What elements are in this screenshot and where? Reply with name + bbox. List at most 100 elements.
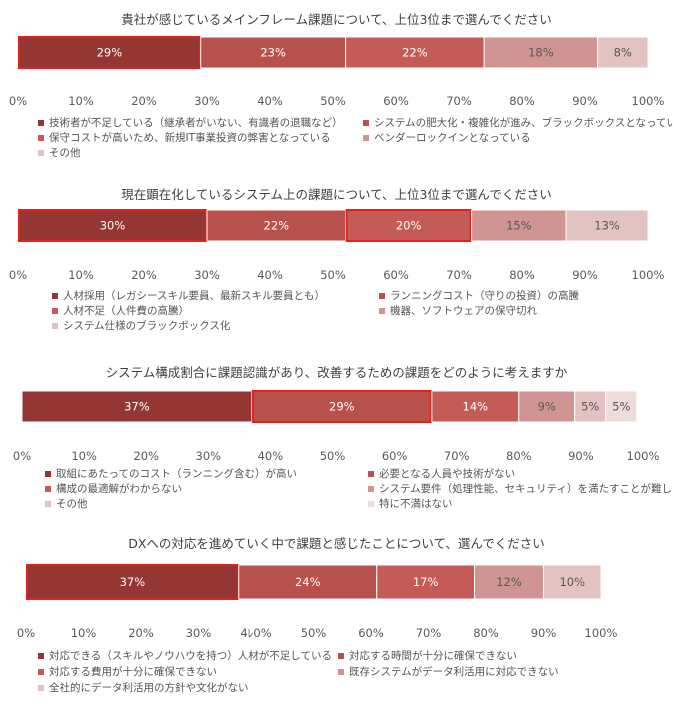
- x-tick-label: 70%: [444, 449, 470, 463]
- legend-item: 構成の最適解がわからない: [45, 481, 182, 496]
- legend-item: 特に不満はない: [368, 496, 453, 511]
- legend-item: 取組にあたってのコスト（ランニング含む）が高い: [45, 466, 297, 481]
- legend-swatch: [45, 485, 51, 492]
- chart-title: システム構成割合に課題認識があり、改善するための課題をどのように考えますか: [105, 365, 568, 380]
- x-tick-label: 60%: [383, 94, 409, 108]
- legend-swatch: [45, 470, 51, 477]
- x-tick-label: 60%: [382, 449, 408, 463]
- legend-label: 人材採用（レガシースキル要員、最新スキル要員とも）: [63, 290, 325, 302]
- legend-label: その他: [56, 498, 88, 510]
- bar-segment: [238, 564, 378, 600]
- legend-item: 対応する費用が十分に確保できない: [38, 664, 217, 679]
- bar-segment: [251, 390, 433, 423]
- x-tick-label: 80%: [509, 94, 535, 108]
- data-label: 10%: [559, 575, 585, 589]
- data-label: 24%: [295, 575, 321, 589]
- x-tick-label: 70%: [446, 94, 472, 108]
- legend-label: ベンダーロックインとなっている: [374, 132, 531, 144]
- x-tick-label: 10%: [71, 626, 97, 640]
- x-tick-label: 20%: [128, 626, 154, 640]
- x-tick-label: 20%: [131, 268, 157, 282]
- x-tick-label: 100%: [585, 626, 618, 640]
- legend-item: その他: [38, 145, 81, 160]
- legend-label: 必要となる人員や技術がない: [379, 468, 516, 480]
- x-tick-label: 80%: [473, 626, 499, 640]
- legend-label: システム仕様のブラックボックス化: [63, 320, 231, 332]
- legend-label: システム要件（処理性能、セキュリティ）を満たすことが難しい: [379, 483, 673, 495]
- legend-swatch: [368, 470, 374, 477]
- legend-swatch: [45, 500, 51, 507]
- x-tick-label: 20%: [131, 94, 157, 108]
- legend-label: 構成の最適解がわからない: [56, 483, 182, 495]
- highlight-box: [18, 209, 207, 242]
- legend-item: 既存システムがデータ利活用に対応できない: [338, 664, 559, 679]
- legend-label: 取組にあたってのコスト（ランニング含む）が高い: [56, 468, 297, 480]
- legend-label: ランニングコスト（守りの投資）の高騰: [390, 290, 579, 302]
- x-tick-label: 90%: [572, 94, 598, 108]
- legend-swatch: [363, 134, 369, 141]
- x-tick-label: 30%: [186, 626, 212, 640]
- data-label: 9%: [538, 400, 556, 414]
- stacked-bar-chart: 37% 29% 14% 9% 5% 5% 0% 10% 20% 30% 40% 50% 60% 70% 80…: [13, 390, 660, 463]
- x-tick-label: 20%: [133, 449, 159, 463]
- data-label: 22%: [264, 219, 290, 233]
- data-label: 37%: [124, 400, 150, 414]
- legend-item: ベンダーロックインとなっている: [363, 130, 531, 145]
- stacked-bar-chart: 29% 23% 22% 18% 8% 0% 10% 20% 30% 40% 50% 60% 70% 80%…: [9, 36, 665, 108]
- x-tick-label: 70%: [446, 268, 472, 282]
- x-tick-label: 4ﾚ0%: [240, 626, 271, 640]
- bar-segment: [17, 209, 208, 242]
- x-tick-label: 50%: [301, 626, 327, 640]
- legend-item: 全社的にデータ利活用の方針や文化がない: [38, 680, 249, 695]
- x-tick-label: 80%: [509, 268, 535, 282]
- x-tick-label: 0%: [9, 268, 27, 282]
- highlight-box: [18, 36, 201, 69]
- stacked-bar-chart: 37% 24% 17% 12% 10% 0% 10% 20% 30% 4ﾚ0% 50% 60% 70% 8…: [17, 564, 618, 640]
- chart-title: 貴社が感じているメインフレーム課題について、上位3位まで選んでください: [121, 12, 552, 27]
- legend-item: ランニングコスト（守りの投資）の高騰: [379, 288, 579, 303]
- legend-label: 人材不足（人件費の高騰）: [63, 305, 189, 317]
- x-tick-label: 40%: [257, 94, 283, 108]
- bar-segment: [206, 209, 347, 242]
- legend-swatch: [38, 149, 44, 156]
- legend-swatch: [38, 652, 44, 659]
- x-tick-label: 60%: [383, 268, 409, 282]
- legend-item: 技術者が不足している（継承者がいない、有識者の退職など）: [38, 115, 343, 130]
- data-label: 17%: [413, 575, 439, 589]
- highlight-box: [251, 390, 432, 423]
- data-label: 29%: [329, 400, 355, 414]
- bar-segment: [565, 209, 649, 242]
- chart-title: 現在顕在化しているシステム上の課題について、上位3位まで選んでください: [121, 187, 552, 202]
- legend-item: 保守コストが高いため、新規IT事業投資の弊害となっている: [38, 130, 331, 145]
- x-tick-label: 40%: [257, 268, 283, 282]
- x-tick-label: 90%: [572, 268, 598, 282]
- x-tick-label: 50%: [320, 94, 346, 108]
- x-tick-label: 50%: [320, 449, 346, 463]
- data-label: 5%: [612, 400, 630, 414]
- bar-segment: [345, 209, 473, 242]
- legend-swatch: [338, 652, 344, 659]
- legend-item: システムの肥大化・複雑化が進み、ブラックボックスとなっている: [363, 115, 673, 130]
- data-label: 18%: [528, 46, 554, 60]
- bar-segment: [376, 564, 475, 600]
- legend-swatch: [368, 485, 374, 492]
- legend-swatch: [38, 119, 44, 126]
- legend-item: 人材不足（人件費の高騰）: [52, 303, 189, 318]
- legend-item: システム要件（処理性能、セキュリティ）を満たすことが難しい: [368, 481, 673, 496]
- legend-swatch: [38, 134, 44, 141]
- legend-swatch: [379, 307, 385, 314]
- x-tick-label: 0%: [9, 94, 27, 108]
- highlight-box: [345, 209, 472, 242]
- stacked-bar-chart: 30% 22% 20% 15% 13% 0% 10% 20% 30% 40% 50% 60% 70% 80…: [9, 209, 665, 282]
- x-tick-label: 30%: [196, 449, 222, 463]
- bar-segment: [345, 36, 485, 69]
- legend-swatch: [338, 668, 344, 675]
- x-tick-label: 30%: [194, 268, 220, 282]
- legend-swatch: [38, 668, 44, 675]
- legend-swatch: [379, 292, 385, 299]
- x-tick-label: 50%: [320, 268, 346, 282]
- legend-label: 対応する時間が十分に確保できない: [349, 650, 517, 662]
- legend-item: 必要となる人員や技術がない: [368, 466, 515, 481]
- legend-label: 保守コストが高いため、新規IT事業投資の弊害となっている: [49, 132, 331, 144]
- x-tick-label: 10%: [68, 94, 94, 108]
